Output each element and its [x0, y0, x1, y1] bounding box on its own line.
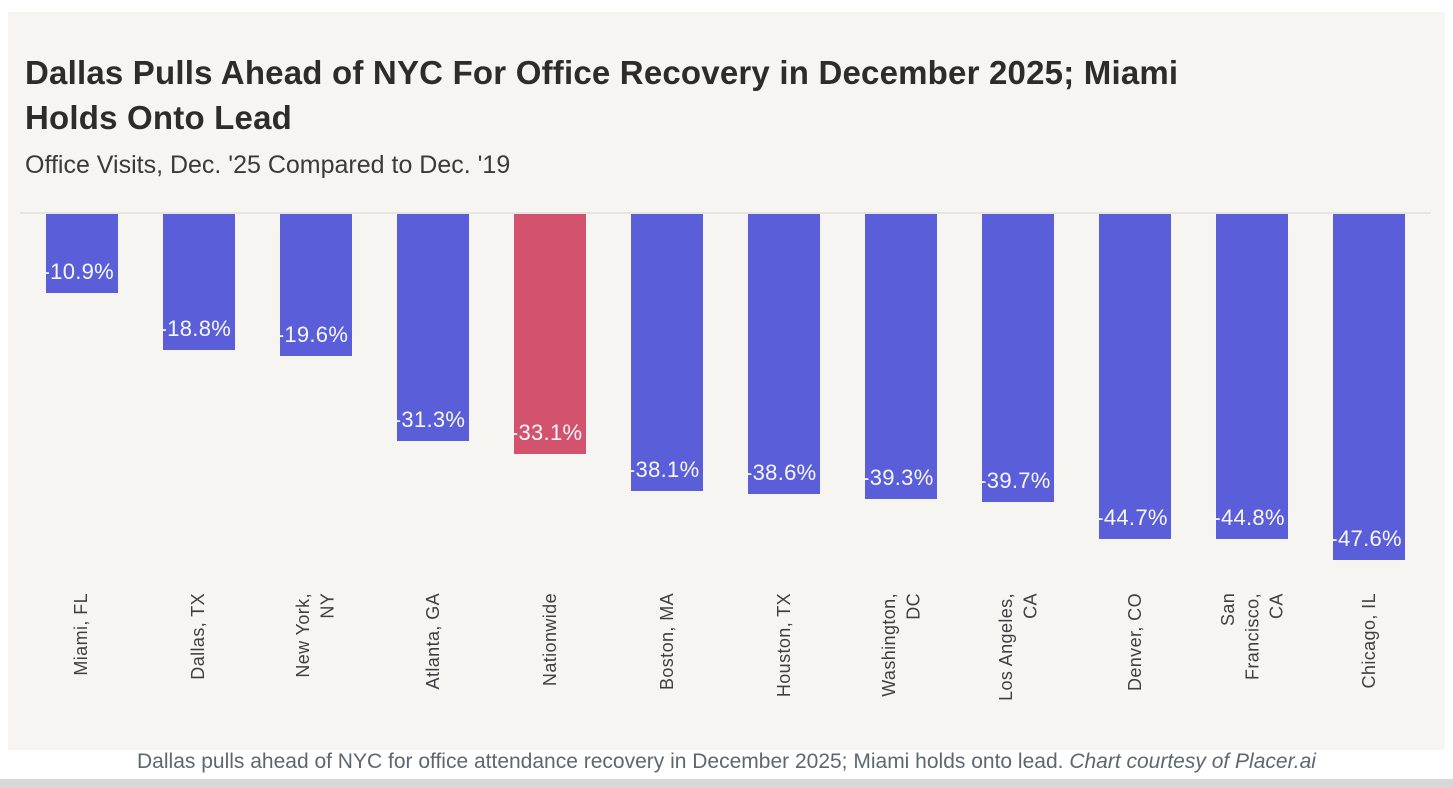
x-axis-label-cell: San Francisco, CA [1194, 593, 1311, 745]
bar-denver-co[interactable]: -44.7% [1096, 214, 1172, 539]
bar-chicago-il[interactable]: -47.6% [1330, 214, 1406, 560]
bar-slot: -19.6% [257, 214, 374, 577]
x-axis-label-cell: Washington, DC [843, 593, 960, 745]
x-axis-label-cell: Denver, CO [1077, 593, 1194, 745]
x-axis-label: Dallas, TX [188, 593, 209, 680]
bar-value-label: -39.7% [979, 468, 1051, 493]
bar-boston-ma[interactable]: -38.1% [627, 214, 703, 491]
caption-credit: Chart courtesy of Placer.ai [1069, 750, 1316, 773]
bar-chart: -10.9% -18.8% -19.6% -31.3% -33.1% -38.1% -38.… [20, 212, 1431, 745]
x-axis-label-cell: Miami, FL [23, 593, 140, 745]
x-axis-label-cell: Boston, MA [608, 593, 725, 745]
x-axis-label-cell: Los Angeles, CA [960, 593, 1077, 745]
chart-card: Dallas Pulls Ahead of NYC For Office Rec… [8, 12, 1445, 757]
x-axis: Miami, FL Dallas, TX New York, NY Atlanta, … [20, 593, 1431, 745]
plot-area: -10.9% -18.8% -19.6% -31.3% -33.1% -38.1% -38.… [20, 212, 1431, 577]
x-axis-label: Nationwide [539, 593, 560, 687]
bar-value-label: -33.1% [510, 420, 583, 445]
bar-slot: -39.3% [843, 214, 960, 577]
bar-new-york-ny[interactable]: -19.6% [276, 214, 352, 356]
bar-value-label: -44.8% [1213, 505, 1285, 530]
x-axis-label: Miami, FL [71, 593, 92, 676]
bar-slot: -33.1% [491, 214, 608, 577]
x-axis-label-cell: Nationwide [491, 593, 608, 745]
bar-value-label: -44.7% [1096, 505, 1168, 530]
bar-slot: -44.7% [1077, 214, 1194, 577]
x-axis-label-cell: Houston, TX [725, 593, 842, 745]
bar-value-label: -31.3% [393, 407, 466, 432]
bar-los-angeles-ca[interactable]: -39.7% [979, 214, 1055, 502]
x-axis-label: Houston, TX [773, 593, 794, 698]
bar-value-label: -39.3% [862, 465, 934, 490]
chart-caption: Dallas pulls ahead of NYC for office att… [0, 750, 1453, 774]
bar-dallas-tx[interactable]: -18.8% [159, 214, 235, 350]
bar-nationwide[interactable]: -33.1% [510, 214, 586, 454]
page-bottom-strip [0, 779, 1453, 788]
bar-slot: -10.9% [23, 214, 140, 577]
bar-slot: -38.6% [725, 214, 842, 577]
bar-san-francisco-ca[interactable]: -44.8% [1213, 214, 1289, 539]
bar-slot: -47.6% [1311, 214, 1428, 577]
bar-value-label: -10.9% [42, 259, 115, 284]
chart-subtitle: Office Visits, Dec. '25 Compared to Dec.… [25, 151, 511, 179]
chart-title-line-2: Holds Onto Lead [25, 99, 292, 136]
bar-slot: -38.1% [608, 214, 725, 577]
bar-value-label: -38.1% [627, 457, 700, 482]
bar-miami-fl[interactable]: -10.9% [42, 214, 118, 293]
x-axis-label: Atlanta, GA [422, 593, 443, 690]
x-axis-label-cell: New York, NY [257, 593, 374, 745]
x-axis-label-cell: Dallas, TX [140, 593, 257, 745]
bar-value-label: -19.6% [276, 322, 349, 347]
x-axis-label: Washington, DC [878, 593, 924, 697]
bar-washington-dc[interactable]: -39.3% [862, 214, 938, 499]
bar-slot: -31.3% [374, 214, 491, 577]
x-axis-label: Los Angeles, CA [995, 593, 1041, 701]
x-axis-label: Chicago, IL [1359, 593, 1380, 689]
bar-slot: -44.8% [1194, 214, 1311, 577]
caption-text: Dallas pulls ahead of NYC for office att… [137, 750, 1070, 773]
chart-title: Dallas Pulls Ahead of NYC For Office Rec… [25, 50, 1431, 140]
bar-slot: -39.7% [960, 214, 1077, 577]
bar-value-label: -18.8% [159, 316, 232, 341]
x-axis-label-cell: Atlanta, GA [374, 593, 491, 745]
bar-houston-tx[interactable]: -38.6% [745, 214, 820, 494]
bar-atlanta-ga[interactable]: -31.3% [393, 214, 469, 441]
bar-value-label: -47.6% [1330, 526, 1402, 551]
x-axis-label-cell: Chicago, IL [1311, 593, 1428, 745]
x-axis-label: San Francisco, CA [1217, 593, 1287, 681]
bar-slot: -18.8% [140, 214, 257, 577]
x-axis-label: New York, NY [293, 593, 338, 678]
x-axis-label: Denver, CO [1125, 593, 1146, 692]
chart-title-line-1: Dallas Pulls Ahead of NYC For Office Rec… [25, 54, 1179, 91]
x-axis-label: Boston, MA [656, 593, 677, 691]
bar-value-label: -38.6% [745, 460, 817, 485]
